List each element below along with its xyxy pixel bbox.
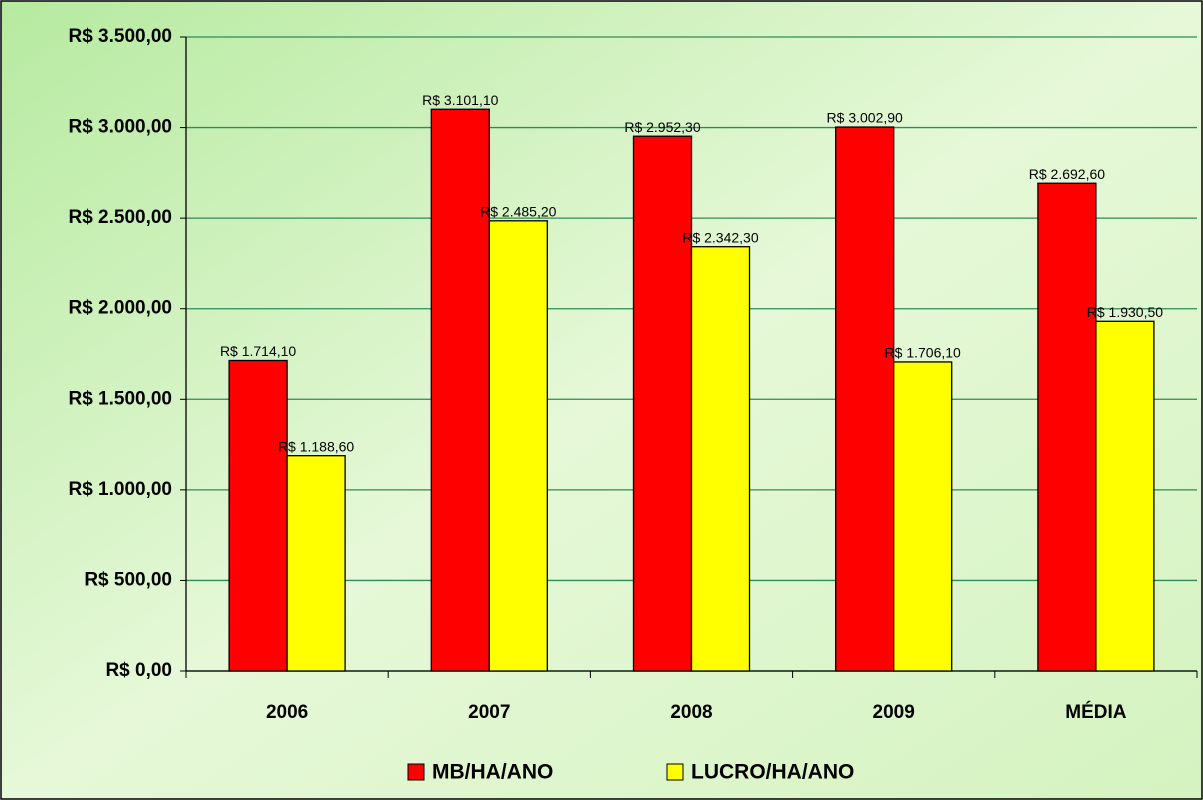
y-tick-label: R$ 1.000,00 — [68, 479, 172, 500]
x-tick-label: 2006 — [266, 702, 308, 723]
legend-label: LUCRO/HA/ANO — [691, 761, 854, 784]
y-tick-label: R$ 0,00 — [105, 660, 172, 681]
y-tick-label: R$ 2.000,00 — [68, 298, 172, 319]
bar — [286, 455, 346, 672]
x-tick-label: 2007 — [468, 702, 510, 723]
bar — [690, 246, 751, 672]
value-label: R$ 1.188,60 — [278, 438, 354, 454]
y-tick-label: R$ 1.500,00 — [68, 388, 172, 409]
value-label: R$ 2.342,30 — [682, 229, 758, 245]
value-label: R$ 2.952,30 — [624, 119, 700, 135]
value-label: R$ 3.002,90 — [827, 110, 903, 126]
bar — [1037, 182, 1097, 672]
x-tick-label: 2009 — [873, 702, 915, 723]
value-label: R$ 2.692,60 — [1029, 166, 1105, 182]
x-tick-label: MÉDIA — [1065, 701, 1127, 723]
bar — [835, 126, 895, 672]
bar — [893, 361, 953, 672]
legend-swatch — [407, 763, 425, 781]
value-label: R$ 3.101,10 — [422, 92, 498, 108]
bar — [228, 359, 288, 672]
value-label: R$ 1.714,10 — [220, 343, 296, 359]
x-tick-label: 2008 — [670, 702, 712, 723]
value-label: R$ 1.930,50 — [1087, 304, 1163, 320]
bar — [632, 135, 693, 672]
value-label: R$ 1.706,10 — [885, 345, 961, 361]
value-label: R$ 2.485,20 — [480, 204, 556, 220]
bar — [488, 220, 548, 672]
legend-label: MB/HA/ANO — [432, 761, 553, 784]
y-tick-label: R$ 3.500,00 — [68, 26, 172, 47]
y-tick-label: R$ 3.000,00 — [68, 117, 172, 138]
bar — [1095, 320, 1155, 672]
bar — [430, 108, 490, 672]
legend-swatch — [666, 763, 684, 781]
y-tick-label: R$ 500,00 — [84, 569, 172, 590]
y-tick-label: R$ 2.500,00 — [68, 207, 172, 228]
